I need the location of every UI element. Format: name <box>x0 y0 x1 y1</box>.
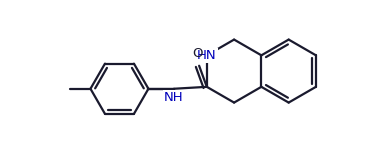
Text: O: O <box>192 47 202 60</box>
Text: HN: HN <box>197 49 217 62</box>
Text: NH: NH <box>164 91 184 104</box>
